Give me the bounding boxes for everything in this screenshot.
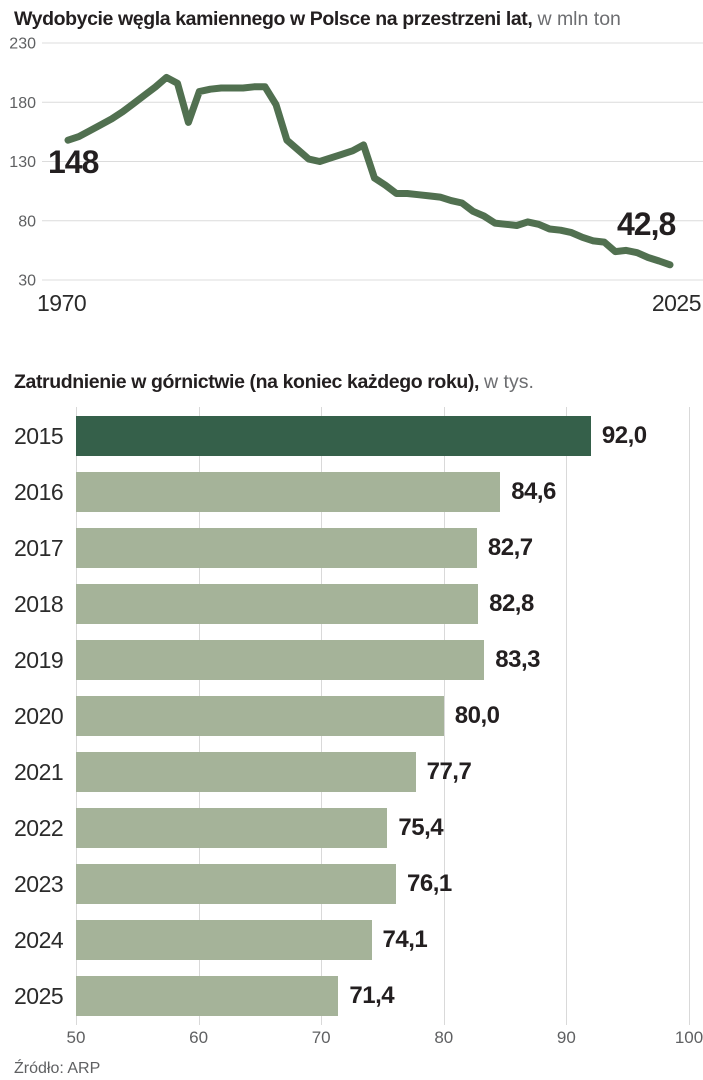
coal-production-line-chart: 230 180 130 80 30 148 42,8 1970 2025 <box>9 36 703 316</box>
employment-bar-chart: 2015 92,0 2016 84,6 2017 82,7 2018 82,8 2019 83,3… <box>0 407 703 1025</box>
line-chart-heading: Wydobycie węgla kamiennego w Polsce na p… <box>14 8 689 31</box>
bar-year-label: 2022 <box>14 814 64 841</box>
bar <box>76 584 479 624</box>
bar-value-label: 77,7 <box>426 758 472 785</box>
bar <box>76 864 396 904</box>
line-chart-unit: w mln ton <box>537 8 621 30</box>
x-axis-tick-label: 90 <box>556 1028 576 1047</box>
bar <box>76 976 339 1016</box>
bar-chart-x-axis: 50 60 70 80 90 100 <box>0 1026 703 1052</box>
y-tick-label: 30 <box>18 273 36 290</box>
bar-value-label: 82,8 <box>489 590 534 617</box>
bar-value-label: 74,1 <box>382 926 428 953</box>
bar-chart-heading: Zatrudnienie w górnictwie (na koniec każ… <box>14 371 689 394</box>
bar-row: 2017 82,7 <box>0 520 703 576</box>
y-tick-label: 80 <box>18 213 36 230</box>
bar-row: 2015 92,0 <box>0 408 703 464</box>
bar-year-label: 2023 <box>14 870 64 897</box>
end-value-label: 42,8 <box>617 206 675 242</box>
bar-row: 2023 76,1 <box>0 856 703 912</box>
bar-row: 2020 80,0 <box>0 688 703 744</box>
bar-year-label: 2021 <box>14 758 64 785</box>
bar-row: 2024 74,1 <box>0 912 703 968</box>
bar-value-label: 71,4 <box>349 982 395 1009</box>
bar-row: 2025 71,4 <box>0 968 703 1024</box>
bar-value-label: 75,4 <box>398 814 444 841</box>
x-axis-tick-label: 70 <box>311 1028 331 1047</box>
bar-row: 2016 84,6 <box>0 464 703 520</box>
bar-value-label: 84,6 <box>511 478 556 505</box>
x-axis-tick-label: 80 <box>434 1028 454 1047</box>
bar <box>76 920 372 960</box>
bar-chart-title: Zatrudnienie w górnictwie (na koniec każ… <box>14 371 480 393</box>
bar-year-label: 2020 <box>14 702 64 729</box>
bar-year-label: 2017 <box>14 534 64 561</box>
line-chart-title: Wydobycie węgla kamiennego w Polsce na p… <box>14 8 533 30</box>
bar-row: 2021 77,7 <box>0 744 703 800</box>
bar-value-label: 92,0 <box>601 422 647 449</box>
bar-year-label: 2016 <box>14 478 64 505</box>
production-line <box>64 73 674 269</box>
y-tick-label: 230 <box>9 36 36 53</box>
x-axis-tick-label: 60 <box>189 1028 209 1047</box>
bar-row: 2019 83,3 <box>0 632 703 688</box>
bar-year-label: 2015 <box>14 422 64 449</box>
bar-chart-unit: w tys. <box>484 371 534 393</box>
y-tick-label: 180 <box>9 95 36 112</box>
bar <box>76 808 388 848</box>
bar-year-label: 2024 <box>14 926 64 953</box>
vertical-gridline <box>566 407 568 1025</box>
bar-chart-rows: 2015 92,0 2016 84,6 2017 82,7 2018 82,8 2019 83,3… <box>0 408 703 1024</box>
bar-value-label: 83,3 <box>495 646 541 673</box>
x-axis-end-label: 2025 <box>652 290 701 316</box>
bar-year-label: 2018 <box>14 590 64 617</box>
bar <box>76 416 591 456</box>
bar-value-label: 76,1 <box>407 870 452 897</box>
bar <box>76 752 416 792</box>
vertical-gridline <box>689 407 690 1025</box>
bar-year-label: 2019 <box>14 646 64 673</box>
start-value-label: 148 <box>48 144 99 180</box>
bar <box>76 640 485 680</box>
vertical-gridline <box>443 407 445 1025</box>
bar <box>76 528 477 568</box>
x-axis-start-label: 1970 <box>37 290 86 316</box>
x-axis-tick-label: 100 <box>674 1028 703 1047</box>
source-note: Źródło: ARP <box>14 1060 101 1077</box>
x-axis-tick-label: 50 <box>66 1028 86 1047</box>
y-tick-label: 130 <box>9 154 36 171</box>
bar-row: 2022 75,4 <box>0 800 703 856</box>
bar-row: 2018 82,8 <box>0 576 703 632</box>
bar-year-label: 2025 <box>14 982 64 1009</box>
bar-value-label: 80,0 <box>454 702 500 729</box>
bar <box>76 696 444 736</box>
bar <box>76 472 501 512</box>
bar-value-label: 82,7 <box>487 534 533 561</box>
